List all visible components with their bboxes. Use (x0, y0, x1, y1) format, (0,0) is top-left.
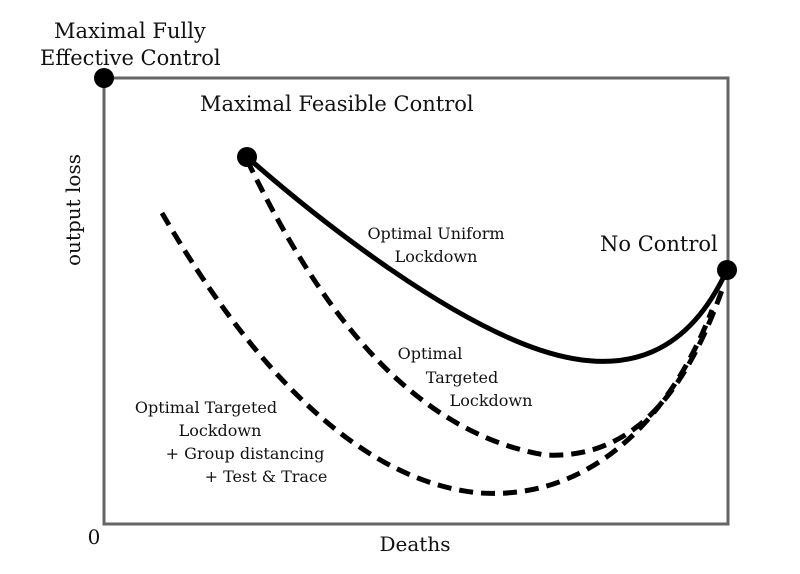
label-targeted-line2: Targeted (426, 368, 498, 387)
label-maximal-feasible-control: Maximal Feasible Control (200, 92, 474, 116)
curve-optimal-targeted-plus (159, 211, 715, 496)
label-targeted-plus-line1: Optimal Targeted (135, 398, 277, 417)
y-axis-label: output loss (61, 154, 85, 266)
label-targeted-line3: Lockdown (450, 391, 533, 410)
origin-label: 0 (88, 525, 101, 549)
label-uniform-line2: Lockdown (395, 247, 478, 266)
plot-frame (102, 76, 730, 526)
label-targeted-plus-line4: + Test & Trace (205, 467, 328, 486)
x-axis-label: Deaths (380, 532, 451, 556)
label-targeted-plus-line2: Lockdown (179, 421, 262, 440)
label-no-control: No Control (600, 232, 718, 256)
curve-optimal-uniform-lockdown (245, 155, 730, 364)
label-targeted-plus-line3: + Group distancing (166, 444, 325, 463)
point-no-control (717, 260, 737, 280)
point-maximal-feasible-control (237, 147, 257, 167)
label-maximal-fully-line1: Maximal Fully (54, 19, 206, 43)
curve-optimal-targeted-lockdown (244, 158, 725, 458)
label-maximal-fully-line2: Effective Control (40, 46, 221, 70)
label-uniform-line1: Optimal Uniform (367, 224, 504, 243)
point-maximal-fully-effective-control (94, 68, 114, 88)
label-targeted-line1: Optimal (398, 344, 463, 363)
